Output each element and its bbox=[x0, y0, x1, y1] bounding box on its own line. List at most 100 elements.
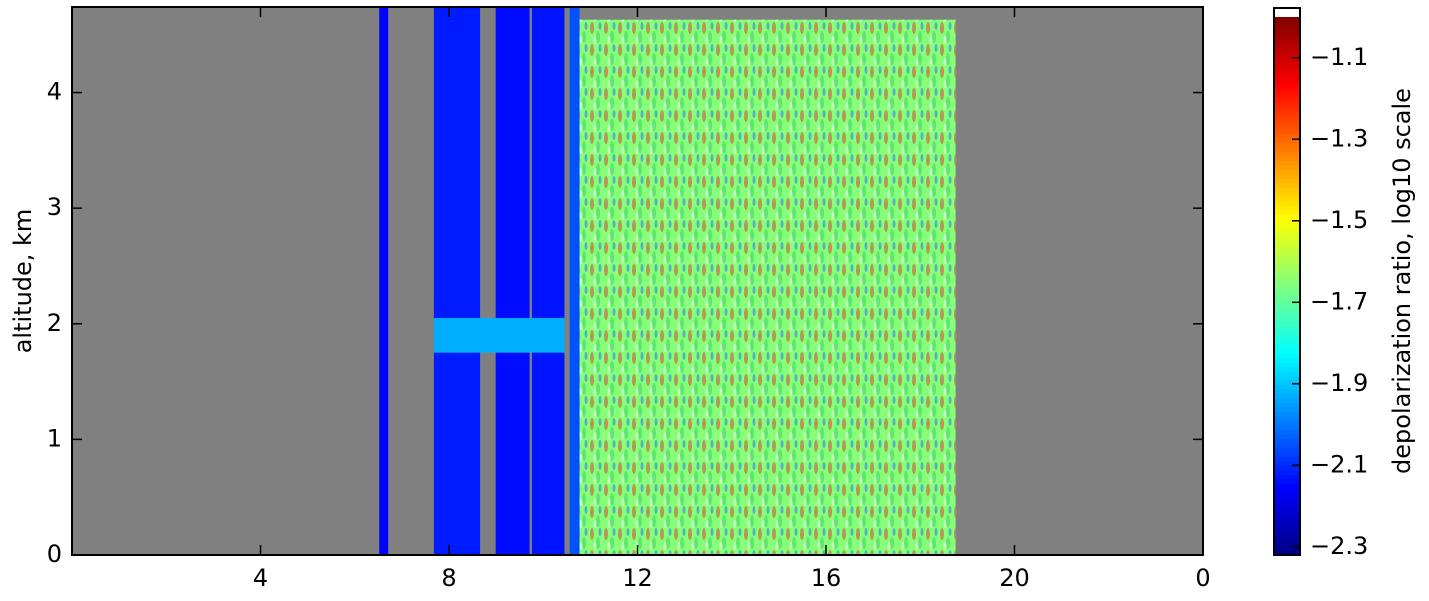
colorbar-segment bbox=[1274, 111, 1300, 117]
colorbar-segment bbox=[1274, 245, 1300, 251]
x-tick-label: 8 bbox=[441, 564, 456, 592]
x-tick-label: 4 bbox=[253, 564, 268, 592]
colorbar-label: depolarization ratio, log10 scale bbox=[1388, 88, 1416, 474]
colorbar-segment bbox=[1274, 178, 1300, 184]
colorbar-segment bbox=[1274, 537, 1300, 543]
colorbar-segment bbox=[1274, 514, 1300, 520]
colorbar-segment bbox=[1274, 366, 1300, 372]
colorbar-segment bbox=[1274, 48, 1300, 54]
colorbar-segment bbox=[1274, 173, 1300, 179]
colorbar-segment bbox=[1274, 317, 1300, 323]
colorbar-segment bbox=[1274, 312, 1300, 318]
colorbar-segment bbox=[1274, 438, 1300, 444]
colorbar-segment bbox=[1274, 478, 1300, 484]
colorbar-frame bbox=[1273, 7, 1301, 556]
colorbar-segment bbox=[1274, 330, 1300, 336]
colorbar-segment bbox=[1274, 339, 1300, 345]
colorbar-segment bbox=[1274, 129, 1300, 135]
colorbar-segment bbox=[1274, 398, 1300, 404]
colorbar-tick-label: −2.3 bbox=[1310, 532, 1368, 560]
colorbar-segment bbox=[1274, 97, 1300, 103]
colorbar-segment bbox=[1274, 277, 1300, 283]
x-tick-label: 20 bbox=[999, 564, 1030, 592]
colorbar-segment bbox=[1274, 241, 1300, 247]
colorbar-segment bbox=[1274, 115, 1300, 121]
colorbar-segment bbox=[1274, 187, 1300, 193]
colorbar-segment bbox=[1274, 433, 1300, 439]
colorbar-segment bbox=[1274, 155, 1300, 161]
colorbar-segment bbox=[1274, 39, 1300, 45]
colorbar-segment bbox=[1274, 402, 1300, 408]
colorbar-segment bbox=[1274, 326, 1300, 332]
colorbar-segment bbox=[1274, 483, 1300, 489]
colorbar-segment bbox=[1274, 335, 1300, 341]
colorbar-segment bbox=[1274, 272, 1300, 278]
colorbar-segment bbox=[1274, 200, 1300, 206]
colorbar-segment bbox=[1274, 344, 1300, 350]
colorbar-segment bbox=[1274, 133, 1300, 139]
colorbar-segment bbox=[1274, 510, 1300, 516]
colorbar-segment bbox=[1274, 290, 1300, 296]
colorbar-tick-label: −2.1 bbox=[1310, 450, 1368, 478]
colorbar-segment bbox=[1274, 528, 1300, 534]
colorbar-segment bbox=[1274, 353, 1300, 359]
colorbar-segment bbox=[1274, 303, 1300, 309]
colorbar-segment bbox=[1274, 106, 1300, 112]
y-tick-label: 1 bbox=[47, 424, 62, 452]
colorbar-segment bbox=[1274, 223, 1300, 229]
colorbar-segment bbox=[1274, 205, 1300, 211]
colorbar-segment bbox=[1274, 259, 1300, 265]
heatmap bbox=[379, 7, 956, 555]
colorbar-segment bbox=[1274, 371, 1300, 377]
colorbar-segment bbox=[1274, 389, 1300, 395]
colorbar-segment bbox=[1274, 52, 1300, 58]
colorbar-segment bbox=[1274, 348, 1300, 354]
colorbar-segment bbox=[1274, 532, 1300, 538]
colorbar-segment bbox=[1274, 79, 1300, 85]
y-tick-label: 2 bbox=[47, 309, 62, 337]
colorbar-segment bbox=[1274, 496, 1300, 502]
colorbar-segment bbox=[1274, 416, 1300, 421]
colorbar-segment bbox=[1274, 102, 1300, 108]
heatmap-cell bbox=[531, 7, 565, 555]
colorbar-segment bbox=[1274, 124, 1300, 130]
colorbar-segment bbox=[1274, 93, 1300, 99]
colorbar-segment bbox=[1274, 160, 1300, 166]
colorbar-segment bbox=[1274, 393, 1300, 399]
colorbar-segment bbox=[1274, 550, 1300, 556]
colorbar-segment bbox=[1274, 492, 1300, 498]
colorbar-segment bbox=[1274, 30, 1300, 36]
heatmap-cell bbox=[433, 317, 565, 353]
colorbar-segment bbox=[1274, 523, 1300, 529]
colorbar-segment bbox=[1274, 164, 1300, 170]
colorbar-segment bbox=[1274, 420, 1300, 426]
heatmap-cell bbox=[379, 7, 389, 555]
colorbar-segment bbox=[1274, 61, 1300, 67]
colorbar-segment bbox=[1274, 407, 1300, 413]
colorbar-segment bbox=[1274, 209, 1300, 215]
y-tick-label: 3 bbox=[47, 193, 62, 221]
colorbar-segment bbox=[1274, 384, 1300, 390]
colorbar-segment bbox=[1274, 424, 1300, 430]
colorbar-segment bbox=[1274, 321, 1300, 327]
colorbar-segment bbox=[1274, 232, 1300, 238]
colorbar-segment bbox=[1274, 281, 1300, 287]
colorbar-segment bbox=[1274, 227, 1300, 233]
colorbar-segment bbox=[1274, 66, 1300, 72]
x-tick-label: 16 bbox=[811, 564, 842, 592]
colorbar-segment bbox=[1274, 429, 1300, 435]
y-tick-label: 4 bbox=[47, 78, 62, 106]
colorbar-tick-label: −1.9 bbox=[1310, 369, 1368, 397]
heatmap-cell bbox=[495, 7, 530, 555]
colorbar-segment bbox=[1274, 43, 1300, 49]
colorbar-segment bbox=[1274, 357, 1300, 363]
colorbar-over bbox=[1274, 8, 1300, 17]
colorbar-segment bbox=[1274, 70, 1300, 76]
colorbar-segment bbox=[1274, 84, 1300, 90]
colorbar-segment bbox=[1274, 57, 1300, 63]
colorbar-segment bbox=[1274, 25, 1300, 31]
x-tick-label: 12 bbox=[622, 564, 653, 592]
colorbar-segment bbox=[1274, 411, 1300, 417]
colorbar-segment bbox=[1274, 447, 1300, 453]
colorbar-segment bbox=[1274, 465, 1300, 471]
